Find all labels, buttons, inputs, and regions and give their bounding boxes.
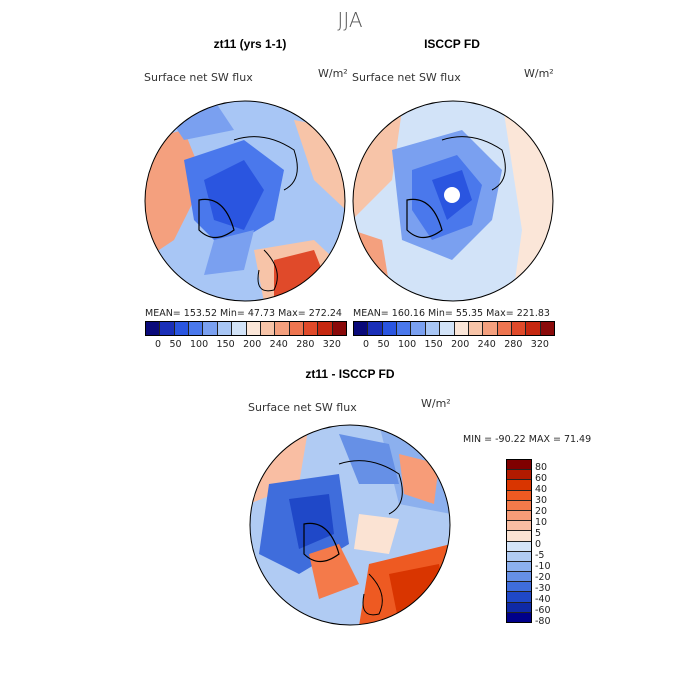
colorbar-swatch — [332, 322, 347, 335]
colorbar-tick-label: 50 — [377, 339, 390, 350]
colorbar-swatch — [507, 500, 531, 511]
panel3-units: W/m² — [421, 397, 451, 410]
colorbar-swatch — [507, 541, 531, 552]
colorbar-swatch — [425, 322, 441, 335]
colorbar-swatch — [203, 322, 218, 335]
colorbar-swatch — [507, 531, 531, 542]
colorbar-swatch — [507, 460, 531, 471]
colorbar-tick-label: 80 — [535, 462, 548, 473]
colorbar-swatch — [507, 510, 531, 522]
colorbar-tick-label: 100 — [397, 339, 417, 350]
colorbar-tick-label: 240 — [269, 339, 288, 350]
colorbar-tick-label: 10 — [535, 517, 548, 528]
diff-colorbar-labels: 80 60 40 30 20 10 5 0 -5 -10 -20 -30 -40 -60 -80 — [535, 462, 551, 627]
colorbar-swatch — [468, 322, 484, 335]
colorbar-swatch — [507, 582, 531, 593]
colorbar-swatch — [507, 602, 531, 613]
colorbar-swatch — [260, 322, 276, 335]
panel3-title: zt11 - ISCCP FD — [305, 367, 395, 381]
colorbar-swatch — [217, 322, 233, 335]
colorbar-tick-label: 280 — [296, 339, 315, 350]
colorbar-tick-label: 150 — [424, 339, 443, 350]
colorbar-tick-label: 5 — [535, 528, 542, 539]
colorbar-tick-label: -10 — [535, 561, 551, 572]
colorbar-swatch — [382, 322, 398, 335]
colorbar-tick-label: -80 — [535, 616, 551, 627]
colorbar-swatch — [397, 322, 412, 335]
colorbar-swatch — [483, 322, 498, 335]
colorbar-swatch — [246, 322, 261, 335]
panel2-map — [352, 100, 554, 302]
panel3-stats: MIN = -90.22 MAX = 71.49 — [463, 434, 592, 445]
colorbar-tick-label: -40 — [535, 594, 551, 605]
colorbar-tick-label: 240 — [477, 339, 496, 350]
panel3-variable: Surface net SW flux — [248, 401, 357, 414]
colorbar-swatch — [354, 322, 369, 335]
colorbar-swatch — [507, 551, 531, 562]
colorbar-swatch — [507, 521, 531, 532]
colorbar-swatch — [507, 470, 531, 481]
colorbar-tick-label: 100 — [189, 339, 209, 350]
panel1-colorbar: 0 50 100 150 200 240 280 320 — [145, 321, 347, 350]
colorbar-tick-label: 40 — [535, 484, 548, 495]
colorbar-swatch — [511, 322, 527, 335]
colorbar-swatch — [368, 322, 383, 335]
panel1-title: zt11 (yrs 1-1) — [213, 37, 287, 51]
colorbar-tick-label: -60 — [535, 605, 551, 616]
colorbar-tick-label: 30 — [535, 495, 548, 506]
panel3-map — [249, 424, 451, 626]
colorbar-swatch — [232, 322, 247, 335]
colorbar-tick-label: 20 — [535, 506, 548, 517]
colorbar-tick-label: 200 — [243, 339, 262, 350]
diff-colorbar — [506, 459, 532, 623]
colorbar-swatch — [160, 322, 175, 335]
panel1-map — [144, 100, 346, 302]
panel2-title: ISCCP FD — [424, 37, 480, 51]
colorbar-tick-label: 200 — [451, 339, 470, 350]
colorbar-swatch — [507, 561, 531, 573]
colorbar-swatch — [174, 322, 190, 335]
colorbar-swatch — [411, 322, 426, 335]
colorbar-swatch — [303, 322, 319, 335]
colorbar-tick-label: 0 — [535, 539, 542, 550]
colorbar-swatch — [526, 322, 541, 335]
colorbar-swatch — [507, 592, 531, 603]
colorbar-tick-label: -5 — [535, 550, 545, 561]
panel2-variable: Surface net SW flux — [352, 71, 461, 84]
panel1-units: W/m² — [318, 67, 348, 80]
panel1-variable: Surface net SW flux — [144, 71, 253, 84]
panel2-units: W/m² — [524, 67, 554, 80]
panel2-stats: MEAN= 160.16 Min= 55.35 Max= 221.83 — [353, 308, 550, 319]
colorbar-swatch — [289, 322, 304, 335]
season-title: JJA — [337, 8, 363, 32]
colorbar-swatch — [497, 322, 512, 335]
colorbar-tick-label: -30 — [535, 583, 551, 594]
colorbar-swatch — [146, 322, 161, 335]
colorbar-swatch — [318, 322, 333, 335]
colorbar-tick-label: 0 — [155, 339, 162, 350]
colorbar-tick-label: 320 — [530, 339, 549, 350]
colorbar-swatch — [507, 480, 531, 491]
colorbar-tick-label: 320 — [322, 339, 341, 350]
colorbar-tick-label: 280 — [504, 339, 523, 350]
colorbar-tick-label: -20 — [535, 572, 551, 583]
colorbar-swatch — [275, 322, 290, 335]
colorbar-tick-label: 0 — [363, 339, 370, 350]
panel1-stats: MEAN= 153.52 Min= 47.73 Max= 272.24 — [145, 308, 342, 319]
colorbar-swatch — [540, 322, 555, 335]
colorbar-tick-label: 60 — [535, 473, 548, 484]
colorbar-swatch — [440, 322, 455, 335]
colorbar-swatch — [507, 490, 531, 501]
colorbar-swatch — [507, 612, 531, 622]
panel2-colorbar: 0 50 100 150 200 240 280 320 — [353, 321, 555, 350]
colorbar-swatch — [507, 572, 531, 583]
colorbar-swatch — [189, 322, 204, 335]
colorbar-swatch — [454, 322, 469, 335]
colorbar-tick-label: 50 — [169, 339, 182, 350]
colorbar-tick-label: 150 — [216, 339, 235, 350]
